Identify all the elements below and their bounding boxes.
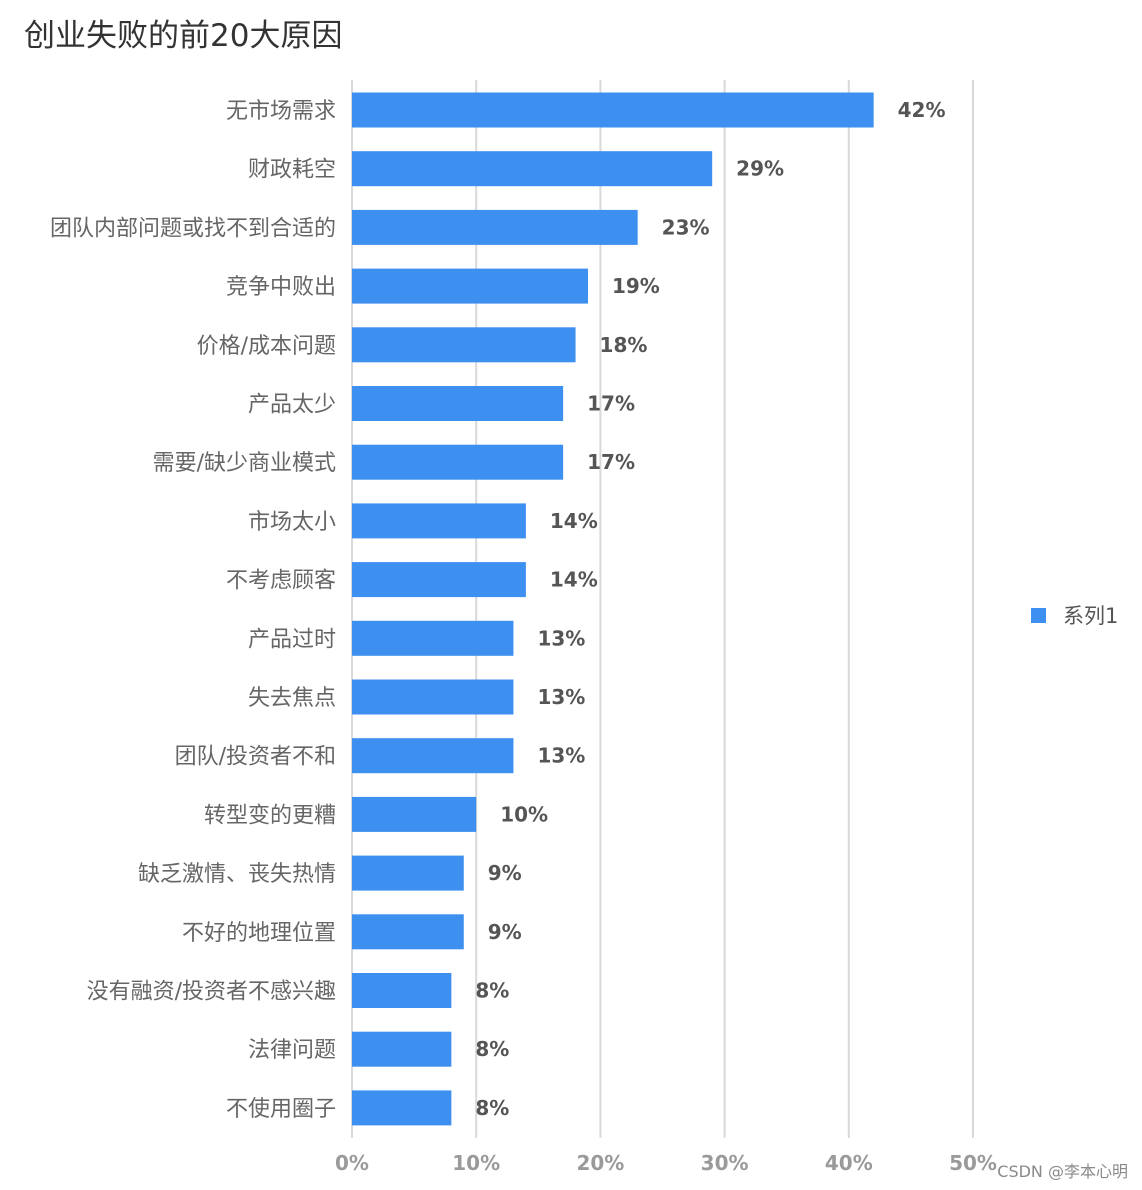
value-label: 17% — [587, 392, 635, 416]
bar — [352, 738, 514, 774]
bar — [352, 914, 464, 950]
category-label: 没有融资/投资者不感兴趣 — [87, 980, 336, 1005]
category-label: 无市场需求 — [226, 99, 336, 124]
legend: 系列1 — [1031, 600, 1118, 630]
category-label: 转型变的更糟 — [204, 803, 336, 828]
bar — [352, 855, 464, 891]
value-label: 13% — [537, 626, 585, 650]
value-label: 14% — [550, 568, 598, 592]
bar — [352, 1090, 452, 1126]
bar — [352, 327, 576, 363]
gridlines — [351, 80, 974, 1138]
value-label: 19% — [612, 274, 660, 298]
category-label: 竞争中败出 — [226, 275, 336, 300]
bar — [352, 1031, 452, 1067]
legend-label: 系列1 — [1063, 604, 1119, 628]
value-label: 10% — [500, 802, 548, 826]
x-tick-label: 40% — [825, 1151, 873, 1175]
category-label: 价格/成本问题 — [197, 334, 336, 359]
value-label: 17% — [587, 450, 635, 474]
category-label: 失去焦点 — [248, 686, 336, 711]
category-label: 不好的地理位置 — [182, 921, 336, 946]
category-label: 不考虑顾客 — [226, 569, 336, 594]
bar — [352, 796, 477, 832]
value-label: 14% — [550, 509, 598, 533]
value-label: 9% — [488, 861, 522, 885]
x-tick-label: 0% — [335, 1151, 369, 1175]
bar — [352, 268, 588, 304]
category-label: 需要/缺少商业模式 — [153, 451, 336, 476]
category-labels: 无市场需求财政耗空团队内部问题或找不到合适的竞争中败出价格/成本问题产品太少需要… — [50, 99, 336, 1122]
x-axis-ticks: 0% 10% 20% 30% 40% 50% — [335, 1151, 997, 1175]
value-label: 13% — [537, 744, 585, 768]
value-label: 29% — [736, 157, 784, 181]
value-label: 42% — [898, 98, 946, 122]
value-label: 23% — [662, 215, 710, 239]
category-label: 缺乏激情、丧失热情 — [138, 862, 336, 887]
bars — [352, 92, 874, 1126]
bar — [352, 973, 452, 1008]
category-label: 产品太少 — [248, 393, 336, 418]
chart-title: 创业失败的前20大原因 — [24, 18, 343, 54]
bar — [352, 562, 526, 598]
value-label: 13% — [537, 685, 585, 709]
bar — [352, 386, 564, 421]
x-tick-label: 10% — [452, 1151, 500, 1175]
category-label: 法律问题 — [248, 1038, 336, 1063]
bar — [352, 444, 564, 480]
value-label: 18% — [600, 333, 648, 357]
category-label: 市场太小 — [248, 510, 336, 535]
bar — [352, 209, 638, 245]
legend-swatch — [1031, 607, 1046, 623]
category-label: 团队内部问题或找不到合适的 — [50, 216, 336, 241]
value-labels: 42% 29% 23% 19% 18% 17% 17% 14% 14% 13% 13% 13% 10% 9… — [475, 98, 945, 1120]
x-tick-label: 30% — [701, 1151, 749, 1175]
value-label: 9% — [488, 920, 522, 944]
category-label: 财政耗空 — [248, 158, 336, 183]
x-tick-label: 20% — [576, 1151, 624, 1175]
bar — [352, 503, 526, 539]
value-label: 8% — [475, 1096, 509, 1120]
watermark: CSDN @李本心明 — [997, 1162, 1128, 1181]
bar — [352, 151, 713, 187]
bar — [352, 620, 514, 656]
value-label: 8% — [475, 979, 509, 1003]
x-tick-label: 50% — [949, 1151, 997, 1175]
value-label: 8% — [475, 1037, 509, 1061]
category-label: 产品过时 — [248, 627, 336, 652]
category-label: 团队/投资者不和 — [175, 745, 336, 770]
bar — [352, 92, 874, 128]
category-label: 不使用圈子 — [226, 1097, 336, 1122]
bar — [352, 679, 514, 715]
